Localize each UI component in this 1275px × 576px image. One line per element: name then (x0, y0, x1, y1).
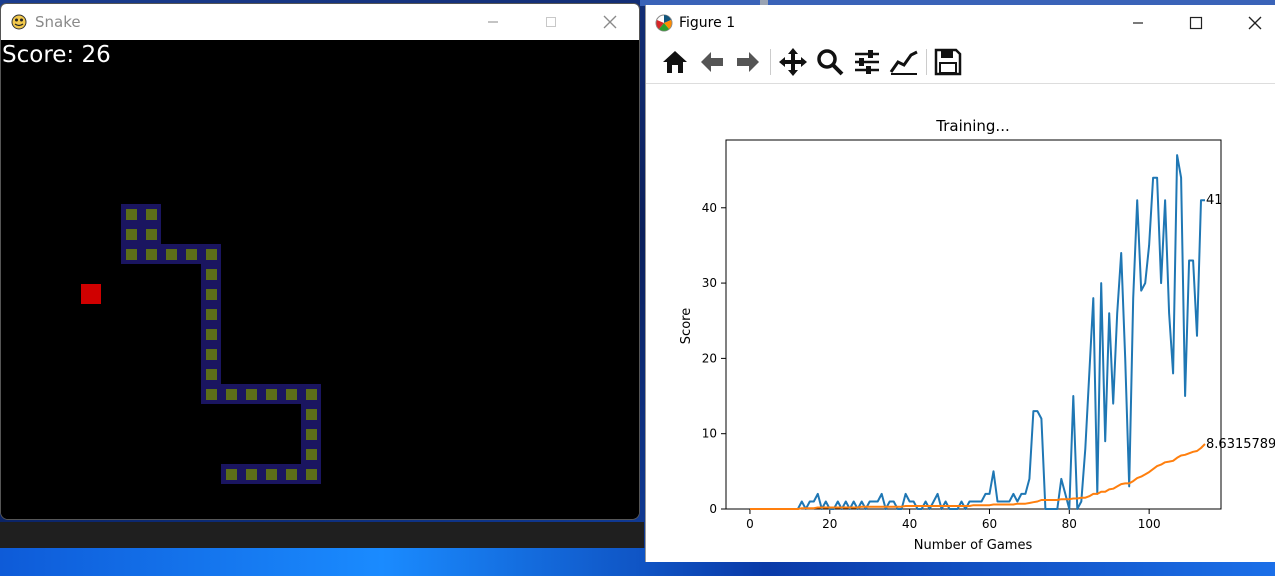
snake-window-title: Snake (35, 13, 81, 31)
x-tick-label: 0 (746, 517, 754, 531)
y-axis-label: Score (679, 308, 694, 344)
plot-axes-frame (725, 139, 1222, 510)
toolbar-separator (770, 49, 771, 75)
matplotlib-icon (655, 14, 673, 32)
snake-segment (141, 244, 161, 264)
snake-segment (201, 284, 221, 304)
x-tick-label: 100 (1138, 517, 1161, 531)
snake-segment (121, 244, 141, 264)
subplots-icon[interactable] (851, 46, 883, 78)
snake-window: Snake Score: 26 (0, 3, 640, 520)
series-end-label-1: 41 (1206, 193, 1223, 208)
snake-segment (201, 244, 221, 264)
snake-segment (201, 384, 221, 404)
snake-segment (201, 324, 221, 344)
snake-segment (201, 264, 221, 284)
snake-segment (141, 204, 161, 224)
figure-window-title: Figure 1 (679, 15, 736, 31)
snake-segment (221, 384, 241, 404)
snake-segment (301, 444, 321, 464)
snake-segment (301, 424, 321, 444)
snake-segment (261, 384, 281, 404)
maximize-icon[interactable] (1168, 5, 1224, 41)
snake-segment (201, 304, 221, 324)
close-icon[interactable] (1227, 5, 1275, 41)
food-pellet (81, 284, 101, 304)
x-axis-label: Number of Games (914, 538, 1033, 553)
snake-segment (261, 464, 281, 484)
series-end-label-2: 8.63157894 (1206, 437, 1275, 452)
series-line-2 (750, 443, 1206, 510)
minimize-icon[interactable] (464, 4, 522, 40)
background-window (0, 522, 644, 552)
snake-segment (161, 244, 181, 264)
snake-head (221, 464, 241, 484)
save-icon[interactable] (932, 46, 964, 78)
snake-segment (201, 364, 221, 384)
series-line-1 (750, 154, 1205, 510)
snake-game-canvas[interactable]: Score: 26 (1, 41, 639, 519)
snake-segment (121, 204, 141, 224)
figure-window: Figure 1 (645, 5, 1275, 562)
score-label: Score: 26 (2, 42, 111, 68)
y-tick-label: 40 (702, 201, 717, 215)
figure-titlebar[interactable]: Figure 1 (646, 5, 1275, 41)
chart-title: Training... (935, 117, 1010, 135)
y-tick-label: 20 (702, 351, 717, 365)
pan-icon[interactable] (777, 46, 809, 78)
snake-segment (241, 464, 261, 484)
zoom-icon[interactable] (814, 46, 846, 78)
close-icon[interactable] (581, 4, 639, 40)
snake-segment (201, 344, 221, 364)
snake-segment (281, 384, 301, 404)
pygame-icon (10, 12, 28, 30)
x-tick-label: 20 (822, 517, 837, 531)
x-tick-label: 80 (1062, 517, 1077, 531)
y-tick-label: 0 (709, 502, 717, 516)
maximize-icon[interactable] (522, 4, 580, 40)
snake-segment (141, 224, 161, 244)
snake-segment (301, 384, 321, 404)
x-tick-label: 60 (982, 517, 997, 531)
y-tick-label: 10 (702, 427, 717, 441)
forward-icon[interactable] (732, 46, 764, 78)
desktop-wallpaper-strip (760, 0, 768, 6)
snake-segment (301, 404, 321, 424)
snake-segment (281, 464, 301, 484)
snake-segment (181, 244, 201, 264)
snake-segment (121, 224, 141, 244)
x-tick-label: 40 (902, 517, 917, 531)
home-icon[interactable] (659, 46, 691, 78)
training-chart: Training... 0 20 40 60 80 100 0 10 20 30 40 41 8.6… (679, 117, 1275, 553)
customize-icon[interactable] (888, 46, 920, 78)
snake-segment (301, 464, 321, 484)
minimize-icon[interactable] (1110, 5, 1166, 41)
snake-segment (241, 384, 261, 404)
desktop-wallpaper-strip (640, 0, 1275, 6)
y-tick-label: 30 (702, 276, 717, 290)
navigation-toolbar (646, 41, 1275, 84)
snake-titlebar[interactable]: Snake (1, 4, 639, 40)
back-icon[interactable] (696, 46, 728, 78)
plot-canvas[interactable]: Training... 0 20 40 60 80 100 0 10 20 30 40 41 8.6… (646, 84, 1275, 562)
toolbar-separator (926, 49, 927, 75)
